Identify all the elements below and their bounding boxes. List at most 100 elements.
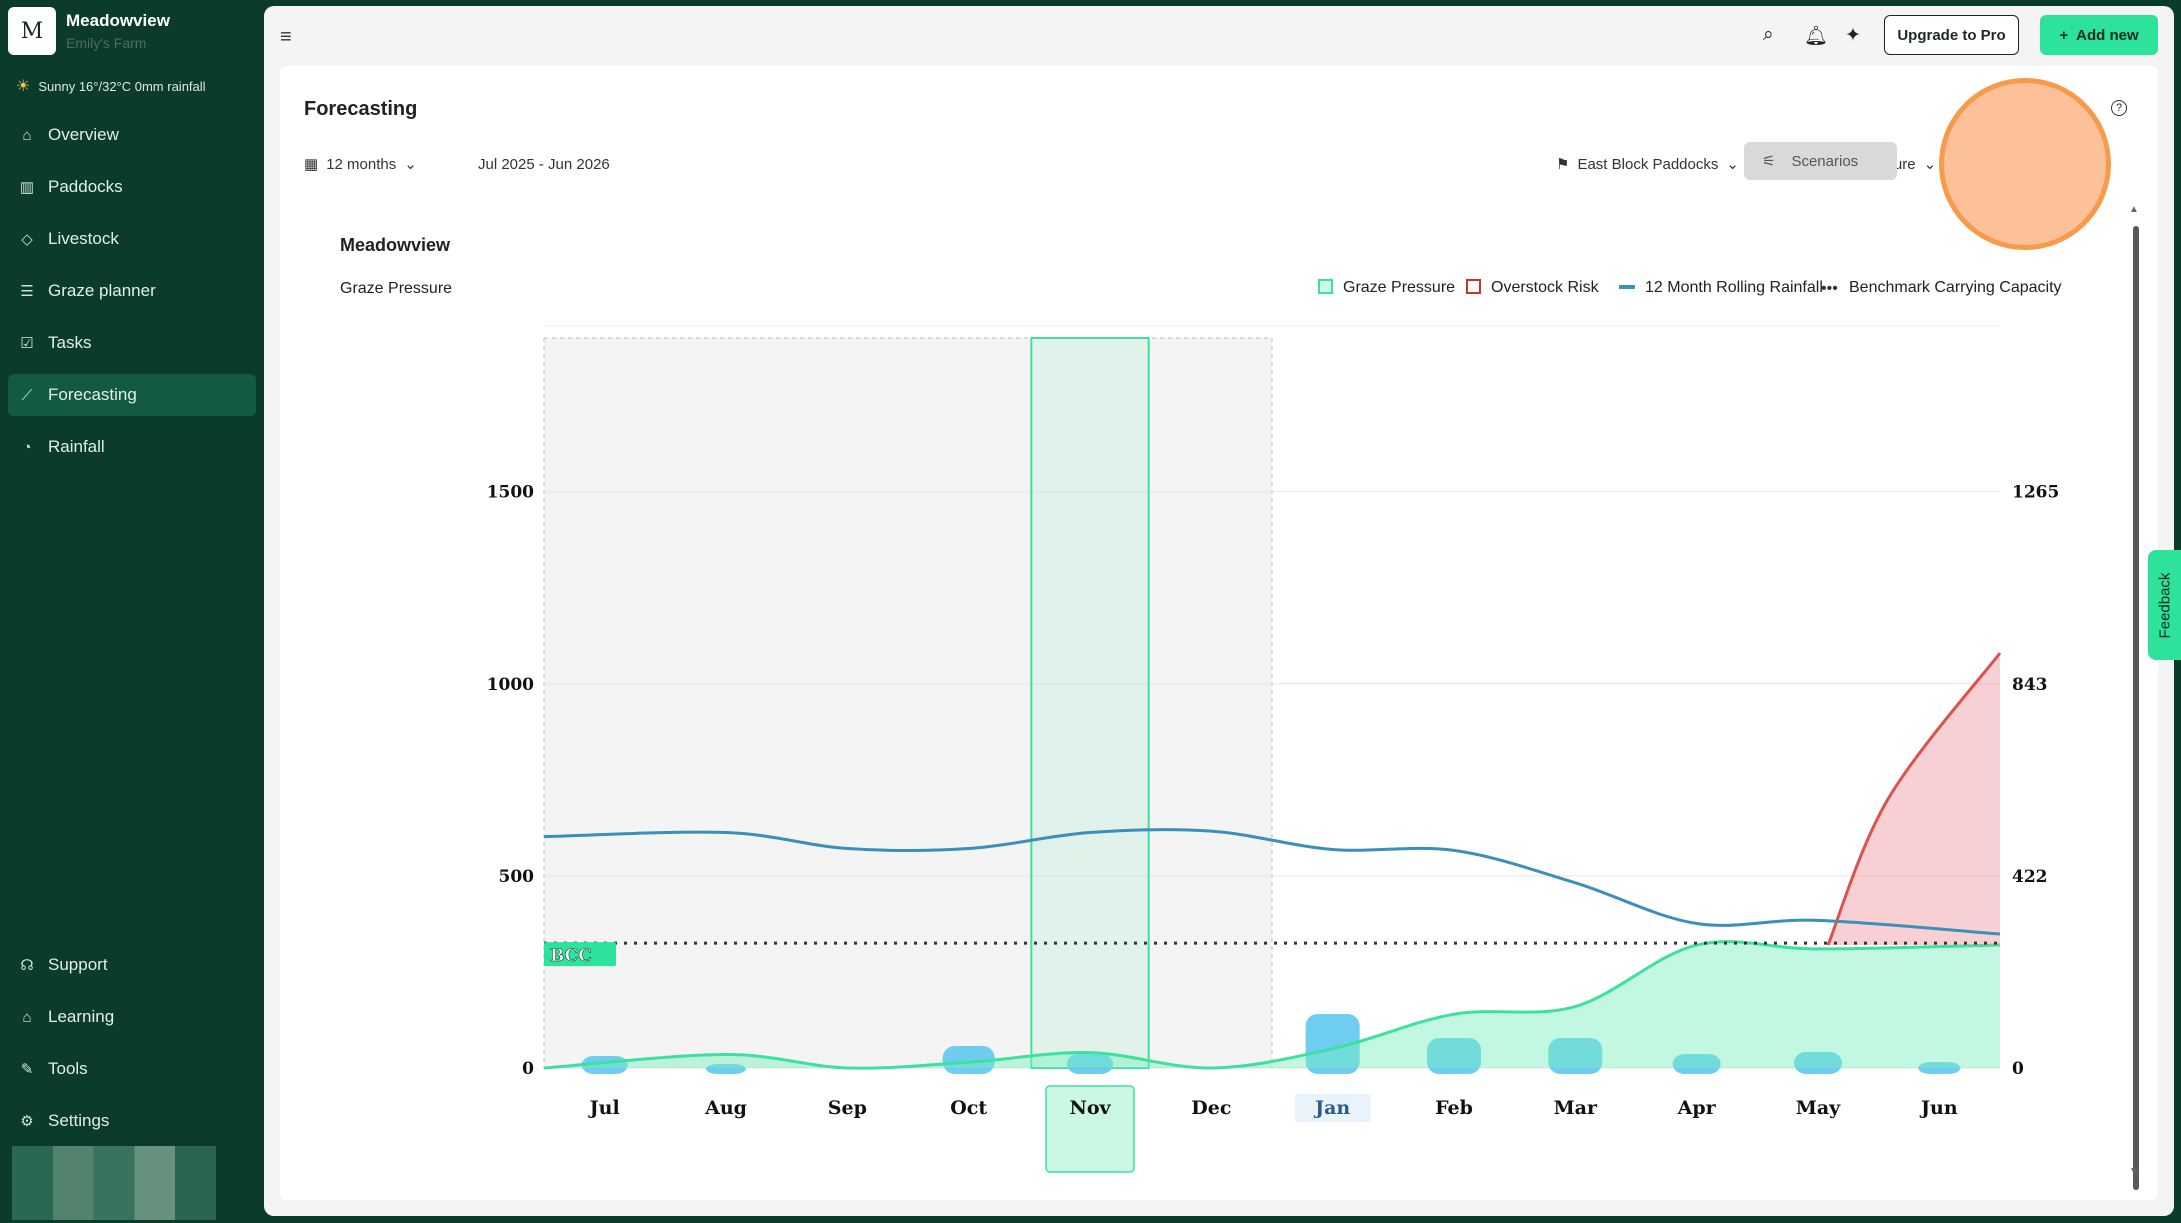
sidebar-item-label: Graze planner — [48, 281, 156, 300]
selected-month-tab — [1045, 1085, 1135, 1173]
sidebar-item-label: Forecasting — [48, 385, 137, 404]
sidebar-item-label: Paddocks — [48, 177, 123, 196]
sliders-icon: ⚟ — [1762, 153, 1776, 170]
legend-swatch-benchmark: ••• — [1821, 280, 1838, 297]
scrollbar-thumb[interactable] — [2133, 226, 2139, 1190]
y-right-tick: 1265 — [2012, 483, 2059, 503]
sidebar-item-tools[interactable]: ✎ Tools — [8, 1048, 256, 1090]
sidebar-item-label: Rainfall — [48, 437, 105, 456]
rainfall-bar — [1918, 1062, 1961, 1074]
bcc-badge — [544, 942, 616, 967]
scenarios-label: Scenarios — [1791, 152, 1859, 170]
historical-region — [543, 337, 1273, 1069]
rainfall-bar — [1548, 1038, 1603, 1074]
sidebar: M Meadowview Emily's Farm ☀ Sunny 16°/32… — [0, 0, 264, 1223]
help-icon[interactable]: ? — [2111, 100, 2127, 116]
legend-swatch-overstock — [1466, 279, 1481, 294]
bell-icon[interactable]: 🔔︎ — [1804, 26, 1829, 47]
menu-icon[interactable]: ≡ — [280, 26, 292, 48]
weather-text: Sunny 16°/32°C 0mm rainfall — [38, 78, 206, 94]
sidebar-item-overview[interactable]: ⌂ Overview — [8, 114, 256, 156]
scroll-down-icon[interactable]: ▼ — [2129, 1166, 2139, 1177]
x-tick-label: Dec — [1191, 1097, 1231, 1119]
farm-owner: Emily's Farm — [66, 35, 147, 51]
rainfall-bar — [1672, 1054, 1721, 1074]
legend-entry: Benchmark Carrying Capacity — [1849, 279, 2062, 296]
headset-icon: ☊ — [20, 957, 34, 974]
legend-swatch-graze — [1318, 279, 1333, 294]
legend-entry: Overstock Risk — [1491, 279, 1600, 296]
scenarios-button[interactable]: ⚟ Scenarios — [1744, 142, 1897, 180]
feedback-label: Feedback — [2156, 572, 2173, 638]
x-tick-label: Jan — [1313, 1097, 1350, 1119]
farm-switcher[interactable]: M Meadowview Emily's Farm — [8, 6, 256, 56]
sidebar-item-tasks[interactable]: ☑ Tasks — [8, 322, 256, 364]
tasks-icon: ☑ — [20, 335, 34, 352]
paddocks-icon: ▥ — [19, 179, 35, 196]
x-tick-label: May — [1796, 1097, 1841, 1119]
y-left-tick: 500 — [499, 867, 535, 887]
overstock-risk-area — [1828, 653, 2000, 946]
date-range[interactable]: Jul 2025 - Jun 2026 — [478, 155, 610, 173]
x-tick-label: Mar — [1554, 1097, 1598, 1119]
sidebar-item-graze-planner[interactable]: ☰ Graze planner — [8, 270, 256, 312]
rainfall-icon: ◔ — [22, 438, 32, 456]
selected-month-column — [1030, 337, 1150, 1069]
sidebar-item-forecasting[interactable]: ⟋ Forecasting — [8, 374, 256, 416]
forecast-chart: Meadowview Graze Pressure Graze Pressure Ov… — [340, 235, 2062, 1173]
rainfall-bar — [706, 1064, 746, 1074]
sidebar-item-rainfall[interactable]: ◔ Rainfall — [8, 426, 256, 468]
rainfall-bar — [1067, 1054, 1113, 1074]
paddock-select[interactable]: ⚑ East Block Paddocks ⌄ — [1556, 150, 1739, 178]
sidebar-item-label: Tasks — [48, 333, 92, 352]
plus-icon: + — [2059, 26, 2069, 44]
page-title: Forecasting — [304, 98, 418, 120]
farm-name: Meadowview — [66, 11, 170, 30]
add-new-button[interactable]: + Add new — [2040, 15, 2158, 55]
user-avatar[interactable] — [12, 1146, 216, 1220]
tag-icon: ◇ — [21, 231, 33, 248]
main-content: ≡ ⌕ 🔔︎ ✦ Upgrade to Pro + Add new Foreca… — [264, 6, 2174, 1216]
chevron-down-icon: ⌄ — [1726, 156, 1739, 173]
sidebar-item-settings[interactable]: ⚙ Settings — [8, 1100, 256, 1142]
sidebar-item-learning[interactable]: ⌂ Learning — [8, 996, 256, 1038]
scroll-up-icon[interactable]: ▲ — [2129, 204, 2139, 215]
planner-icon: ☰ — [20, 283, 34, 300]
sidebar-item-label: Support — [48, 955, 108, 974]
click-highlight — [1939, 78, 2111, 250]
farm-logo: M — [8, 7, 56, 55]
upgrade-button[interactable]: Upgrade to Pro — [1884, 15, 2019, 55]
chart-icon: ⟋ — [21, 386, 33, 404]
legend-entry: 12 Month Rolling Rainfall — [1645, 279, 1823, 296]
graze-pressure-area — [544, 941, 2000, 1069]
chevron-down-icon: ⌄ — [1923, 156, 1937, 173]
sidebar-item-paddocks[interactable]: ▥ Paddocks — [8, 166, 256, 208]
sparkle-icon[interactable]: ✦ — [1845, 25, 1861, 46]
y-right-tick: 0 — [2012, 1059, 2024, 1079]
x-tick-label: Aug — [704, 1097, 747, 1119]
top-bar: ≡ ⌕ 🔔︎ ✦ Upgrade to Pro + Add new — [264, 6, 2174, 64]
home-icon: ⌂ — [22, 126, 32, 144]
chart-subtitle: Graze Pressure — [340, 280, 452, 297]
graduation-icon: ⌂ — [22, 1008, 32, 1026]
sidebar-item-label: Learning — [48, 1007, 115, 1026]
legend-entry: Graze Pressure — [1343, 279, 1455, 296]
y-left-tick: 1500 — [487, 483, 534, 503]
y-left-tick: 0 — [522, 1059, 534, 1079]
legend-swatch-rainfall — [1619, 285, 1635, 289]
feedback-tab[interactable]: Feedback — [2148, 550, 2181, 660]
x-tick-label: Jul — [588, 1097, 620, 1119]
wrench-icon: ✎ — [20, 1061, 34, 1078]
x-tick-label: Oct — [950, 1097, 987, 1119]
rainfall-bar — [1794, 1052, 1842, 1074]
y-right-tick: 843 — [2012, 675, 2048, 695]
sidebar-item-support[interactable]: ☊ Support — [8, 944, 256, 986]
y-right-tick: 422 — [2012, 867, 2048, 887]
period-select[interactable]: ▦ 12 months ⌄ — [304, 150, 417, 178]
search-icon[interactable]: ⌕ — [1763, 24, 1774, 45]
x-tick-label: Nov — [1069, 1097, 1111, 1119]
rainfall-bar — [1427, 1038, 1481, 1074]
sidebar-item-livestock[interactable]: ◇ Livestock — [8, 218, 256, 260]
x-tick-label: Feb — [1435, 1097, 1473, 1119]
sidebar-item-label: Livestock — [48, 229, 119, 248]
